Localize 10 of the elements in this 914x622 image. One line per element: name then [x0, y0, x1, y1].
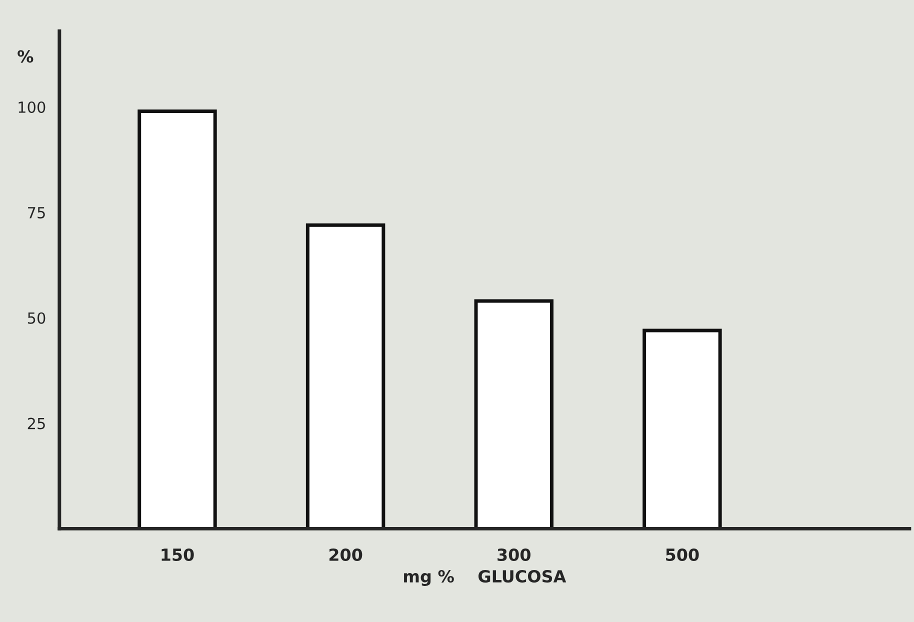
x-tick-label: 150 — [162, 548, 194, 562]
x-tick-label: 500 — [666, 548, 699, 562]
y-tick-label: 25 — [28, 418, 45, 430]
y-axis-title: % — [18, 50, 34, 63]
x-tick-label: 300 — [498, 548, 530, 562]
y-tick-label: 50 — [28, 312, 46, 324]
y-tick-label: 75 — [28, 207, 45, 218]
y-tick-label: 100 — [18, 101, 46, 114]
x-axis-title: mg % GLUCOSA — [404, 570, 566, 586]
x-tick-label: 200 — [329, 548, 362, 562]
